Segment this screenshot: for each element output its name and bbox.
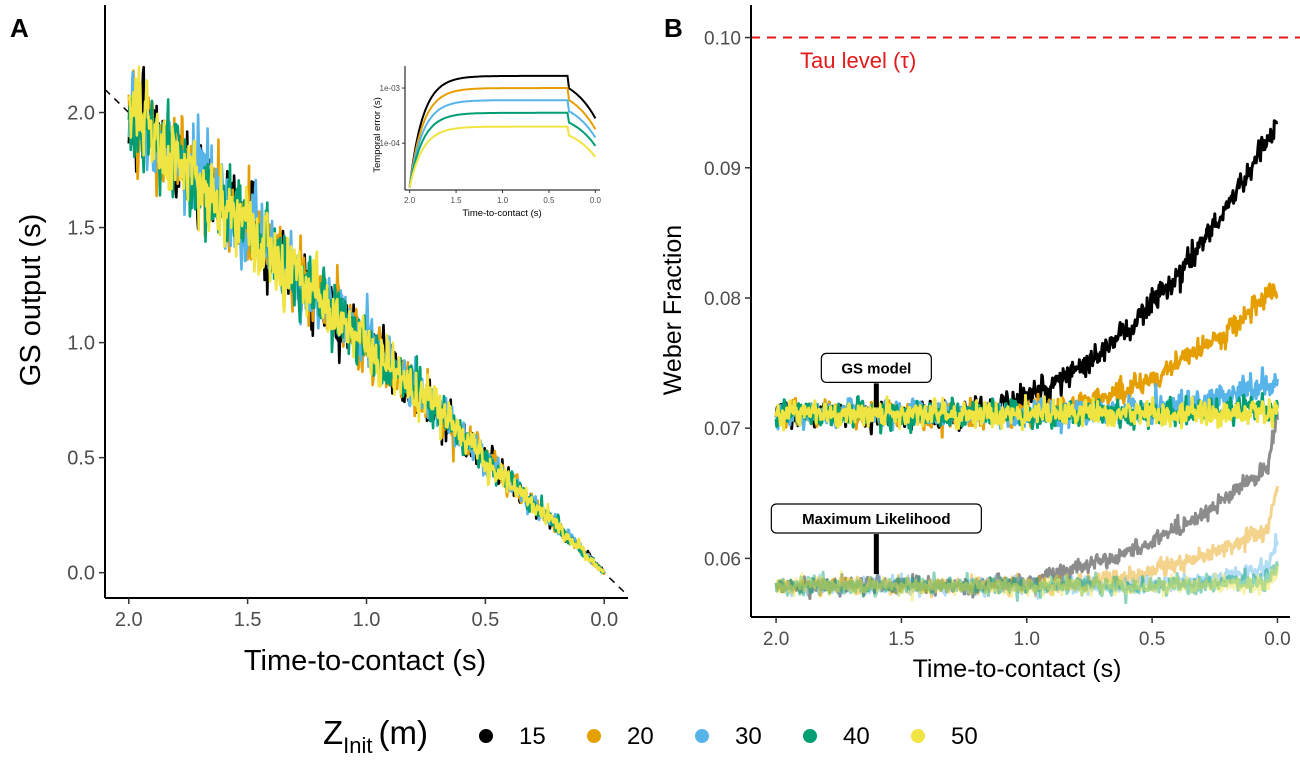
panel-b-letter: B: [664, 13, 683, 43]
panel-a-y-tick-label: 1.5: [67, 218, 95, 240]
panel-b-x-axis-title: Time-to-contact (s): [913, 655, 1122, 683]
annotation-label: GS model: [841, 360, 911, 377]
inset-x-tick-label: 1.5: [451, 196, 463, 205]
panel-a-series: [127, 65, 606, 576]
legend-entries: 15 20 30 40 50: [479, 723, 978, 750]
legend-label-30: 30: [735, 723, 762, 750]
panel-b-x-tick-label: 1.5: [888, 629, 914, 650]
panel-b-line-maximum-likelihood-20: [774, 485, 1279, 599]
panel-b-line-maximum-likelihood-30: [774, 532, 1279, 600]
panel-a-x-tick-label: 2.0: [115, 609, 143, 631]
inset-x-tick-label: 0.5: [543, 196, 555, 205]
panel-b: B Tau level (τ) GS model Maximum Likeliho…: [659, 5, 1300, 683]
panel-b-line-maximum-likelihood-15: [774, 409, 1279, 601]
panel-a-y-tick-label: 0.5: [67, 448, 95, 470]
panel-b-line-gs-model-50: [774, 393, 1279, 432]
legend-title-unit: (m): [379, 714, 428, 751]
inset-background: [405, 66, 600, 190]
panel-a-y-tick-label: 0.0: [67, 563, 95, 585]
inset-x-tick-label: 1.0: [497, 196, 509, 205]
inset-y-axis-title: Temporal error (s): [372, 97, 383, 173]
panel-a-y-axis-title: GS output (s): [15, 214, 47, 386]
panel-b-ml-series: [774, 409, 1279, 605]
legend-dot-30: [695, 729, 709, 743]
legend-dot-50: [911, 729, 925, 743]
inset-y-tick-label: 1e-04: [380, 139, 401, 148]
panel-b-y-tick-label: 0.08: [704, 289, 741, 310]
panel-b-x-tick-label: 0.0: [1264, 629, 1290, 650]
inset-series-line-20: [408, 87, 597, 188]
panel-b-y-tick-label: 0.10: [704, 29, 741, 50]
inset-series: [405, 66, 600, 190]
inset-series-line-30: [408, 99, 597, 188]
panel-a-y-tick-label: 1.0: [67, 333, 95, 355]
annotation-label: Maximum Likelihood: [802, 511, 950, 528]
legend-dot-20: [587, 729, 601, 743]
panel-a-x-tick-label: 1.5: [234, 609, 262, 631]
tau-level-label: Tau level (τ): [800, 48, 916, 73]
legend-dot-40: [803, 729, 817, 743]
panel-a-letter: A: [10, 13, 29, 43]
annotation-box: [770, 503, 982, 534]
legend-label-15: 15: [519, 723, 546, 750]
inset-axes: 1e-03 1e-04 2.0 1.5 1.0 0.5 0.0: [380, 66, 602, 205]
panel-a: A 0.0 0.5 1.0 1.5 2.0 2.0 1.5 1.0 0.5 0.0 Time-to…: [10, 5, 629, 677]
panel-a-y-tick-label: 2.0: [67, 103, 95, 125]
inset-series-line-50: [408, 125, 597, 188]
panel-b-line-gs-model-15: [774, 119, 1279, 436]
panel-b-x-tick-label: 0.5: [1139, 629, 1165, 650]
inset-series-line-15: [408, 74, 597, 188]
panel-b-axes: 0.06 0.07 0.08 0.09 0.10 2.0 1.5 1.0 0.5 0.0: [704, 5, 1291, 650]
panel-b-line-maximum-likelihood-50: [774, 565, 1279, 602]
legend-title-main: Z: [323, 714, 343, 751]
legend-title: ZInit (m): [323, 714, 428, 758]
inset-x-tick-label: 0.0: [590, 196, 602, 205]
annotation-box: [820, 352, 932, 383]
legend-title-sub: Init: [343, 733, 372, 758]
inset-series-line-40: [408, 111, 597, 188]
inset-x-axis-title: Time-to-contact (s): [462, 208, 541, 219]
panel-b-y-axis-title: Weber Fraction: [659, 225, 687, 395]
panel-b-y-tick-label: 0.09: [704, 159, 741, 180]
panel-b-x-tick-label: 1.0: [1014, 629, 1040, 650]
inset-x-tick-label: 2.0: [404, 196, 416, 205]
panel-b-annotations: GS model Maximum Likelihood: [770, 352, 982, 575]
panel-a-series-line-50: [127, 65, 606, 573]
panel-a-x-tick-label: 0.0: [590, 609, 618, 631]
legend-dot-15: [479, 729, 493, 743]
legend-label-40: 40: [843, 723, 870, 750]
panel-b-x-tick-label: 2.0: [763, 629, 789, 650]
panel-a-x-tick-label: 0.5: [471, 609, 499, 631]
panel-a-x-tick-label: 1.0: [353, 609, 381, 631]
panel-b-y-tick-label: 0.07: [704, 419, 741, 440]
legend-label-50: 50: [951, 723, 978, 750]
panel-b-y-tick-label: 0.06: [704, 549, 741, 570]
inset-y-tick-label: 1e-03: [380, 84, 401, 93]
panel-a-inset: 1e-03 1e-04 2.0 1.5 1.0 0.5 0.0 Time-to-contac…: [372, 66, 601, 219]
panel-b-gs-series: [774, 119, 1279, 439]
legend: ZInit (m) 15 20 30 40 50: [323, 714, 978, 758]
panel-a-axes: 0.0 0.5 1.0 1.5 2.0 2.0 1.5 1.0 0.5 0.0: [67, 5, 628, 631]
panel-b-line-maximum-likelihood-40: [774, 561, 1279, 605]
legend-label-20: 20: [627, 723, 654, 750]
panel-a-x-axis-title: Time-to-contact (s): [244, 645, 486, 677]
